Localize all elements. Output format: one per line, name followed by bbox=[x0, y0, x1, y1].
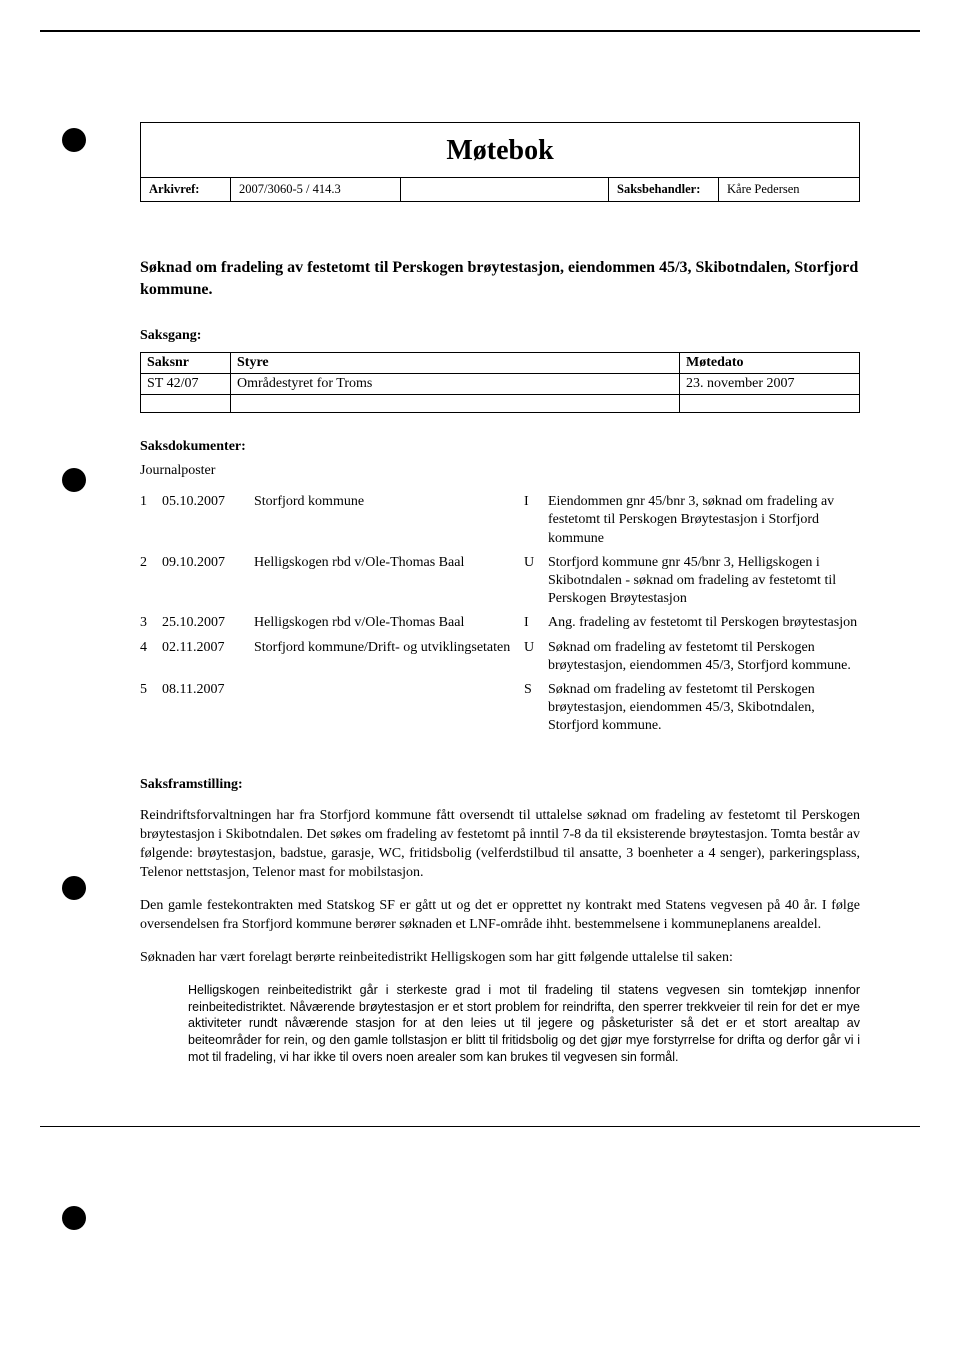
journal-code: U bbox=[524, 639, 548, 657]
col-saksnr: Saksnr bbox=[141, 353, 231, 374]
bottom-rule bbox=[40, 1126, 920, 1127]
punch-hole bbox=[62, 128, 86, 152]
punch-hole bbox=[62, 876, 86, 900]
saksdokumenter-subtitle: Journalposter bbox=[140, 463, 860, 479]
journal-row: 2 09.10.2007 Helligskogen rbd v/Ole-Thom… bbox=[140, 554, 860, 609]
saksgang-label: Saksgang: bbox=[140, 328, 860, 344]
motebok-title: Møtebok bbox=[141, 123, 859, 178]
journal-code: U bbox=[524, 554, 548, 572]
saksbehandler-value: Kåre Pedersen bbox=[719, 178, 859, 201]
cell-dato: 23. november 2007 bbox=[680, 374, 860, 395]
content-area: Møtebok Arkivref: 2007/3060-5 / 414.3 Sa… bbox=[140, 122, 860, 1066]
arkivref-value: 2007/3060-5 / 414.3 bbox=[231, 178, 401, 201]
journal-row: 5 08.11.2007 S Søknad om fradeling av fe… bbox=[140, 681, 860, 736]
empty-cell bbox=[141, 395, 231, 413]
saksbehandler-label: Saksbehandler: bbox=[609, 178, 719, 201]
table-header-row: Saksnr Styre Møtedato bbox=[141, 353, 860, 374]
journal-code: S bbox=[524, 681, 548, 699]
arkivref-label: Arkivref: bbox=[141, 178, 231, 201]
journal-subject: Storfjord kommune gnr 45/bnr 3, Helligsk… bbox=[548, 554, 860, 609]
journal-date: 09.10.2007 bbox=[162, 554, 254, 572]
quote-block: Helligskogen reinbeitedistrikt går i ste… bbox=[188, 982, 860, 1066]
cell-saksnr: ST 42/07 bbox=[141, 374, 231, 395]
journal-sender: Helligskogen rbd v/Ole-Thomas Baal bbox=[254, 554, 524, 572]
journal-subject: Søknad om fradeling av festetomt til Per… bbox=[548, 639, 860, 675]
document-title: Søknad om fradeling av festetomt til Per… bbox=[140, 257, 860, 300]
motebok-spacer bbox=[401, 178, 609, 201]
page: Møtebok Arkivref: 2007/3060-5 / 414.3 Sa… bbox=[0, 0, 960, 1167]
saksdokumenter-label: Saksdokumenter: bbox=[140, 439, 860, 455]
journal-num: 2 bbox=[140, 554, 162, 572]
journal-num: 4 bbox=[140, 639, 162, 657]
saksframstilling-label: Saksframstilling: bbox=[140, 777, 860, 793]
table-empty-row bbox=[141, 395, 860, 413]
journal-num: 3 bbox=[140, 614, 162, 632]
journal-row: 4 02.11.2007 Storfjord kommune/Drift- og… bbox=[140, 639, 860, 675]
journal-date: 08.11.2007 bbox=[162, 681, 254, 699]
journal-code: I bbox=[524, 614, 548, 632]
journal-row: 1 05.10.2007 Storfjord kommune I Eiendom… bbox=[140, 493, 860, 548]
journal-list: 1 05.10.2007 Storfjord kommune I Eiendom… bbox=[140, 493, 860, 735]
top-rule bbox=[40, 30, 920, 32]
journal-subject: Ang. fradeling av festetomt til Perskoge… bbox=[548, 614, 860, 632]
journal-row: 3 25.10.2007 Helligskogen rbd v/Ole-Thom… bbox=[140, 614, 860, 632]
journal-code: I bbox=[524, 493, 548, 511]
motebok-header-box: Møtebok Arkivref: 2007/3060-5 / 414.3 Sa… bbox=[140, 122, 860, 202]
table-row: ST 42/07 Områdestyret for Troms 23. nove… bbox=[141, 374, 860, 395]
journal-subject: Eiendommen gnr 45/bnr 3, søknad om frade… bbox=[548, 493, 860, 548]
body-paragraph: Den gamle festekontrakten med Statskog S… bbox=[140, 897, 860, 935]
journal-num: 1 bbox=[140, 493, 162, 511]
empty-cell bbox=[680, 395, 860, 413]
journal-sender: Storfjord kommune/Drift- og utviklingset… bbox=[254, 639, 524, 657]
journal-date: 02.11.2007 bbox=[162, 639, 254, 657]
journal-sender: Storfjord kommune bbox=[254, 493, 524, 511]
journal-sender: Helligskogen rbd v/Ole-Thomas Baal bbox=[254, 614, 524, 632]
journal-date: 25.10.2007 bbox=[162, 614, 254, 632]
journal-subject: Søknad om fradeling av festetomt til Per… bbox=[548, 681, 860, 736]
cell-styre: Områdestyret for Troms bbox=[231, 374, 680, 395]
punch-hole bbox=[62, 468, 86, 492]
saksgang-table: Saksnr Styre Møtedato ST 42/07 Områdesty… bbox=[140, 352, 860, 413]
body-paragraph: Reindriftsforvaltningen har fra Storfjor… bbox=[140, 807, 860, 883]
col-dato: Møtedato bbox=[680, 353, 860, 374]
journal-date: 05.10.2007 bbox=[162, 493, 254, 511]
journal-num: 5 bbox=[140, 681, 162, 699]
col-styre: Styre bbox=[231, 353, 680, 374]
motebok-meta-row: Arkivref: 2007/3060-5 / 414.3 Saksbehand… bbox=[141, 178, 859, 201]
punch-hole bbox=[62, 1206, 86, 1230]
empty-cell bbox=[231, 395, 680, 413]
body-paragraph: Søknaden har vært forelagt berørte reinb… bbox=[140, 949, 860, 968]
